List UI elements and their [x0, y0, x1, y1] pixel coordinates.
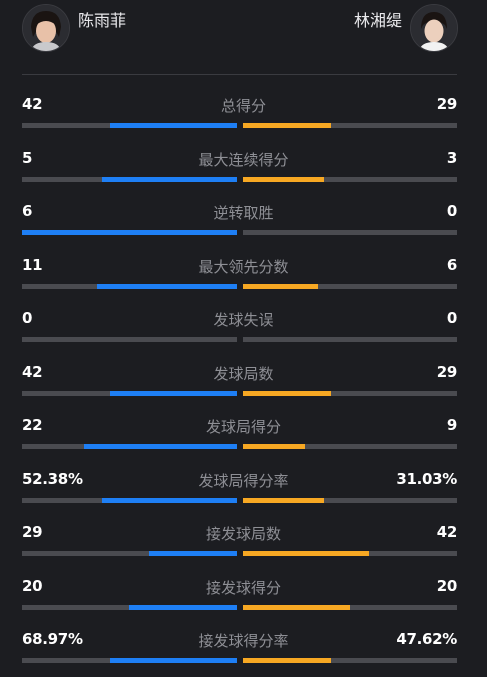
right-bar-fill: [243, 176, 324, 182]
left-bar-track: [22, 176, 237, 182]
left-value: 5: [22, 148, 33, 167]
right-bar-fill: [243, 444, 305, 449]
left-value: 29: [22, 523, 43, 541]
stat-row: 逆转取胜 6 0: [0, 202, 487, 242]
stat-row: 最大领先分数 11 6: [0, 256, 487, 296]
left-bar-track: [22, 390, 237, 396]
left-value: 22: [22, 416, 43, 434]
left-bar-track: [22, 658, 237, 663]
header-divider: [22, 74, 457, 75]
right-value: 29: [436, 95, 458, 113]
left-bar-fill: [149, 551, 237, 556]
right-bar-track: [243, 497, 457, 503]
stat-row: 总得分 42 29: [0, 95, 487, 135]
right-value: 31.03%: [396, 469, 457, 488]
stat-label: 接发球得分: [205, 578, 281, 597]
left-bar-fill: [102, 497, 237, 503]
left-bar-track: [22, 123, 237, 128]
left-bar-track: [22, 604, 237, 610]
stat-row: 发球局得分 22 9: [0, 416, 487, 456]
right-bar-fill: [243, 658, 331, 663]
right-bar-track: [243, 604, 457, 610]
left-bar-fill: [102, 176, 237, 182]
stat-row: 发球局得分率 52.38% 31.03%: [0, 470, 487, 510]
right-value: 3: [446, 148, 457, 167]
stat-row: 最大连续得分 5 3: [0, 149, 487, 189]
right-bar-track: [243, 337, 457, 342]
left-bar-fill: [110, 390, 237, 396]
right-bar-fill: [243, 551, 369, 556]
right-player-name: 林湘缇: [353, 11, 402, 30]
stat-label: 接发球局数: [205, 525, 281, 543]
left-player-name: 陈雨菲: [78, 11, 127, 30]
stat-label: 发球局得分: [205, 418, 281, 436]
left-value: 11: [22, 255, 43, 274]
left-bar-track: [22, 497, 237, 503]
left-value: 42: [22, 95, 43, 113]
right-value: 0: [446, 202, 457, 220]
left-bar-track: [22, 337, 237, 342]
left-value: 0: [22, 309, 33, 327]
right-bar-fill: [243, 123, 331, 128]
stat-label: 最大领先分数: [198, 257, 289, 276]
left-value: 20: [22, 576, 43, 595]
right-bar-fill: [243, 497, 324, 503]
stat-label: 发球局数: [213, 364, 274, 383]
left-bar-fill: [97, 283, 237, 289]
left-value: 42: [22, 362, 43, 381]
right-bar-track: [243, 230, 457, 235]
left-bar-fill: [110, 123, 237, 128]
right-value: 47.62%: [396, 630, 457, 648]
left-bar-track: [22, 283, 237, 289]
stat-label: 接发球得分率: [198, 632, 289, 650]
player-photo-icon: [23, 5, 69, 51]
right-bar-track: [243, 176, 457, 182]
left-bar-fill: [129, 604, 237, 610]
stat-label: 最大连续得分: [198, 150, 289, 169]
avatar-left-player[interactable]: [22, 4, 70, 52]
match-header: 陈雨菲 林湘缇: [0, 0, 487, 75]
right-bar-track: [243, 551, 457, 556]
stat-row: 接发球得分 20 20: [0, 577, 487, 617]
stat-row: 接发球得分率 68.97% 47.62%: [0, 630, 487, 670]
left-bar-fill: [84, 444, 237, 449]
right-value: 6: [446, 255, 457, 274]
right-bar-track: [243, 283, 457, 289]
player-photo-icon: [411, 5, 457, 51]
avatar-right-player[interactable]: [410, 4, 458, 52]
stat-row: 发球局数 42 29: [0, 363, 487, 403]
left-value: 68.97%: [22, 630, 83, 648]
right-bar-track: [243, 390, 457, 396]
left-bar-fill: [22, 230, 237, 235]
right-bar-fill: [243, 604, 350, 610]
stat-label: 发球失误: [213, 311, 274, 329]
left-bar-fill: [110, 658, 237, 663]
left-bar-track: [22, 230, 237, 235]
left-value: 6: [22, 202, 33, 220]
stat-row: 发球失误 0 0: [0, 309, 487, 349]
left-bar-track: [22, 444, 237, 449]
right-value: 29: [436, 362, 458, 381]
stat-label: 发球局得分率: [198, 471, 289, 490]
stat-row: 接发球局数 29 42: [0, 523, 487, 563]
right-value: 20: [436, 576, 458, 595]
right-value: 9: [446, 416, 457, 434]
stat-label: 逆转取胜: [213, 204, 274, 222]
right-bar-fill: [243, 390, 331, 396]
left-value: 52.38%: [22, 469, 83, 488]
stat-label: 总得分: [220, 97, 266, 115]
right-bar-track: [243, 123, 457, 128]
right-bar-track: [243, 658, 457, 663]
right-value: 42: [436, 523, 458, 541]
right-bar-track: [243, 444, 457, 449]
left-bar-track: [22, 551, 237, 556]
right-bar-fill: [243, 283, 318, 289]
right-value: 0: [446, 309, 457, 327]
